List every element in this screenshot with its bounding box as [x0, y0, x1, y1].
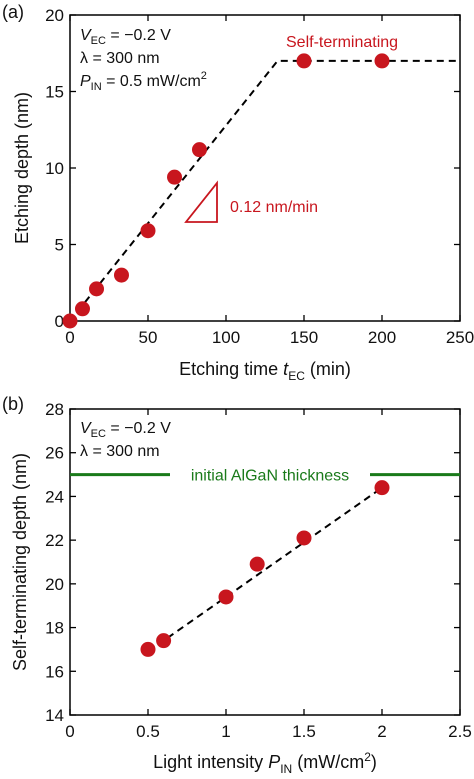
panel-b-y-axis-label: Self-terminating depth (nm)	[10, 453, 30, 671]
panel-a-fit-line	[69, 59, 460, 322]
x-tick-label: 2.5	[448, 722, 472, 741]
y-tick-label: 22	[45, 531, 64, 550]
data-point	[218, 589, 234, 605]
x-tick-label: 1.5	[292, 722, 316, 741]
data-point	[374, 53, 390, 69]
panel-b-ticks	[69, 408, 461, 716]
panel-a-condition-voltage: VEC = −0.2 V	[80, 27, 171, 47]
data-point	[113, 267, 129, 283]
panel-a-x-axis-label: Etching time tEC (min)	[179, 359, 351, 383]
x-tick-label: 0	[65, 722, 74, 741]
slope-annotation: 0.12 nm/min	[230, 199, 318, 216]
panel-b-x-axis-label: Light intensity PIN (mW/cm2)	[153, 750, 377, 776]
panel-b-data-points	[140, 480, 390, 657]
data-point	[62, 313, 78, 329]
data-point	[374, 480, 390, 496]
panel-b-label: (b)	[2, 394, 24, 414]
reference-line-label: initial AlGaN thickness	[191, 468, 349, 485]
panel-b-tick-labels: 0 0.5 1 1.5 2 2.5 14 16 18 20 22 24 26 28	[45, 400, 472, 741]
x-tick-label: 0	[65, 328, 74, 347]
y-tick-label: 26	[45, 444, 64, 463]
self-terminating-annotation: Self-terminating	[286, 34, 398, 51]
panel-b-condition-wavelength: λ = 300 nm	[80, 443, 160, 460]
x-tick-label: 2	[377, 722, 386, 741]
panel-a-condition-power: PIN = 0.5 mW/cm2	[80, 70, 207, 93]
panel-a-label: (a)	[2, 2, 24, 22]
data-point	[296, 53, 312, 69]
x-tick-label: 1	[221, 722, 230, 741]
panel-b-condition-voltage: VEC = −0.2 V	[80, 420, 171, 440]
data-point	[191, 142, 207, 158]
y-tick-label: 24	[45, 487, 64, 506]
y-tick-label: 5	[55, 236, 64, 255]
panel-a-tick-labels: 0 50 100 150 200 250 0 5 10 15 20	[45, 6, 474, 347]
panel-b-fit-line	[147, 486, 383, 653]
x-tick-label: 50	[139, 328, 158, 347]
x-tick-label: 0.5	[136, 722, 160, 741]
x-tick-label: 100	[212, 328, 240, 347]
y-tick-label: 0	[55, 312, 64, 331]
panel-b: (b) 0 0.5 1 1.5 2 2.5 14 16 18 20 22 24 26 28 initial…	[2, 394, 472, 776]
y-tick-label: 18	[45, 619, 64, 638]
x-tick-label: 250	[446, 328, 474, 347]
data-point	[140, 641, 156, 657]
y-tick-label: 15	[45, 83, 64, 102]
data-point	[89, 281, 105, 297]
slope-triangle	[184, 180, 218, 223]
panel-a: (a) 0 50 100 150 200 250 0 5 10 15 20 VEC = −0.2 V…	[2, 2, 474, 383]
data-point	[296, 530, 312, 546]
y-tick-label: 14	[45, 706, 64, 725]
data-point	[74, 301, 90, 317]
x-tick-label: 150	[290, 328, 318, 347]
panel-a-data-points	[62, 53, 390, 329]
y-tick-label: 10	[45, 159, 64, 178]
reference-label-background	[170, 465, 370, 484]
panel-a-y-axis-label: Etching depth (nm)	[12, 92, 32, 244]
x-tick-label: 200	[368, 328, 396, 347]
data-point	[167, 169, 183, 185]
data-point	[249, 556, 265, 572]
y-tick-label: 20	[45, 575, 64, 594]
y-tick-label: 20	[45, 6, 64, 25]
panel-b-plot-frame	[69, 408, 461, 716]
y-tick-label: 16	[45, 662, 64, 681]
y-tick-label: 28	[45, 400, 64, 419]
data-point	[156, 633, 172, 649]
panel-a-condition-wavelength: λ = 300 nm	[80, 50, 160, 67]
data-point	[140, 223, 156, 239]
